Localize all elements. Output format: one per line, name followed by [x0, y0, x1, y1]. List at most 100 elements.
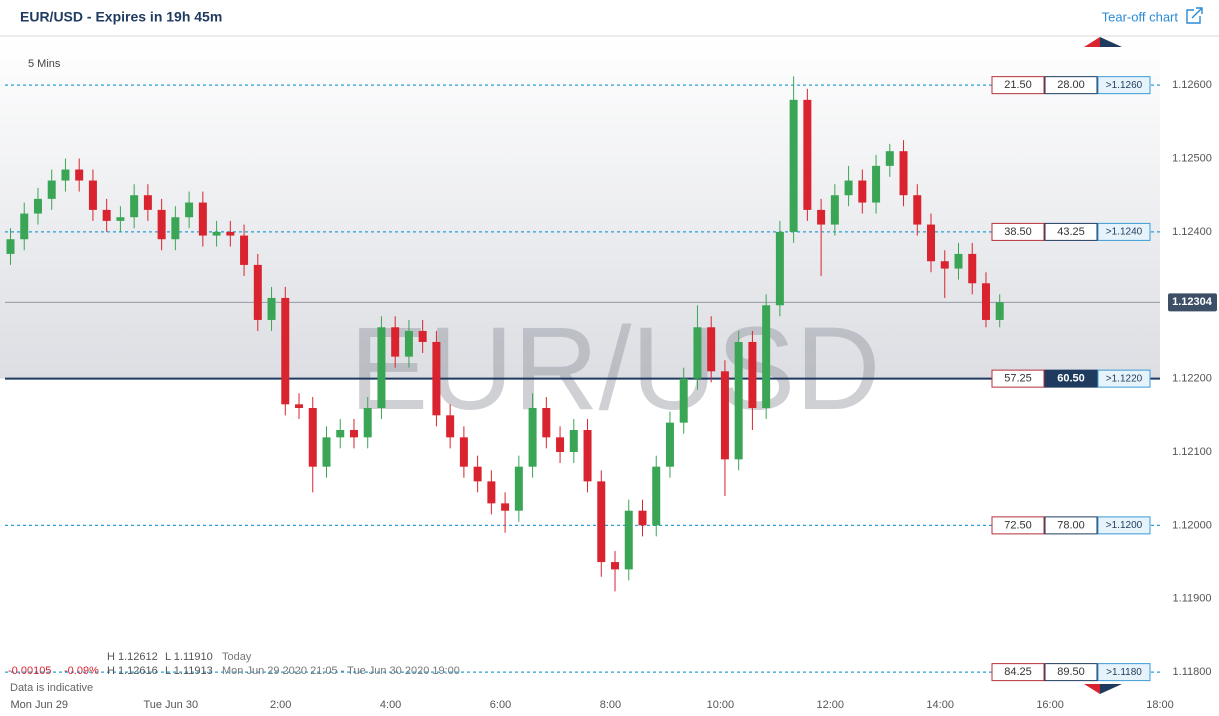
- candle-body: [652, 466, 661, 526]
- candle-body: [597, 481, 606, 563]
- candle-body: [707, 327, 716, 372]
- candle-body: [20, 213, 29, 240]
- sell-price[interactable]: 57.25: [1004, 373, 1032, 385]
- y-tick-label: 1.11800: [1173, 666, 1212, 678]
- y-tick-label: 1.12200: [1172, 373, 1212, 385]
- candle-body: [404, 330, 413, 357]
- candle-body: [418, 330, 427, 342]
- sell-price[interactable]: 84.25: [1004, 666, 1032, 678]
- candle-body: [253, 264, 262, 320]
- buy-price[interactable]: 60.50: [1057, 373, 1085, 385]
- last-price-label: 1.12304: [1172, 296, 1213, 308]
- candle-body: [542, 407, 551, 438]
- sell-box: [991, 369, 1045, 388]
- strike-label[interactable]: >1.1260: [1106, 80, 1143, 91]
- buy-box: [1044, 222, 1098, 241]
- buy-price[interactable]: 28.00: [1057, 79, 1085, 91]
- candle-body: [968, 253, 977, 284]
- sell-price[interactable]: 38.50: [1004, 226, 1032, 238]
- strike-box: [1097, 516, 1151, 535]
- x-tick-label: 18:00: [1146, 699, 1174, 711]
- candle-body: [61, 169, 70, 181]
- candle-body: [679, 378, 688, 423]
- x-tick-label: 14:00: [926, 699, 954, 711]
- y-tick-label: 1.11900: [1173, 593, 1212, 605]
- today-low: L 1.11910: [165, 651, 213, 663]
- candle-body: [102, 209, 111, 221]
- sell-price[interactable]: 72.50: [1004, 519, 1032, 531]
- buy-price[interactable]: 43.25: [1057, 226, 1085, 238]
- today-high: H 1.12612: [107, 651, 158, 663]
- today-label: Today: [222, 651, 252, 663]
- candle-body: [185, 202, 194, 218]
- candle-body: [143, 195, 152, 210]
- candle-body: [927, 224, 936, 262]
- tear-off-link[interactable]: Tear-off chart: [1102, 9, 1179, 24]
- sell-box: [991, 222, 1045, 241]
- y-tick-label: 1.12000: [1172, 519, 1212, 531]
- candle-body: [569, 429, 578, 453]
- x-tick-label: 6:00: [490, 699, 511, 711]
- tear-off-icon[interactable]: [1186, 7, 1203, 24]
- scroll-up-marker[interactable]: [1100, 37, 1122, 47]
- candle-body: [6, 239, 15, 254]
- data-note: Data is indicative: [10, 682, 93, 694]
- buy-box: [1044, 369, 1098, 388]
- candle-body: [130, 195, 139, 218]
- candle-body: [665, 422, 674, 467]
- strike-label[interactable]: >1.1200: [1106, 520, 1143, 531]
- strike-box: [1097, 663, 1151, 682]
- buy-price[interactable]: 78.00: [1057, 519, 1085, 531]
- candles: [6, 76, 1004, 592]
- candle-body: [446, 415, 455, 438]
- strike-box: [1097, 76, 1151, 95]
- x-tick-label: 10:00: [707, 699, 735, 711]
- candle-body: [88, 180, 97, 210]
- sell-box: [991, 516, 1045, 535]
- y-tick-label: 1.12600: [1172, 79, 1212, 91]
- strike-label[interactable]: >1.1240: [1106, 227, 1143, 238]
- strike-box: [1097, 222, 1151, 241]
- sell-box: [991, 663, 1045, 682]
- candle-body: [459, 437, 468, 467]
- candle-body: [226, 231, 235, 236]
- x-tick-label: 4:00: [380, 699, 401, 711]
- candle-body: [47, 180, 56, 199]
- candle-body: [611, 562, 620, 570]
- period-high: H 1.12616: [107, 665, 158, 677]
- candle-body: [267, 297, 276, 320]
- candle-body: [295, 404, 304, 408]
- buy-box: [1044, 76, 1098, 95]
- candle-body: [899, 151, 908, 196]
- candle-body: [720, 371, 729, 460]
- x-tick-label: 8:00: [600, 699, 621, 711]
- scroll-up-marker[interactable]: [1084, 37, 1100, 47]
- candle-body: [830, 195, 839, 225]
- candle-body: [322, 437, 331, 467]
- x-tick-label: 12:00: [816, 699, 844, 711]
- y-tick-label: 1.12400: [1172, 226, 1212, 238]
- candle-body: [473, 466, 482, 482]
- x-tick-label: 2:00: [270, 699, 291, 711]
- candle-body: [803, 99, 812, 210]
- candle-body: [198, 202, 207, 236]
- scroll-down-marker[interactable]: [1084, 684, 1100, 694]
- candle-body: [858, 180, 867, 203]
- scroll-down-marker[interactable]: [1100, 684, 1122, 694]
- sell-price[interactable]: 21.50: [1004, 79, 1032, 91]
- candle-body: [734, 341, 743, 460]
- strike-label[interactable]: >1.1220: [1106, 373, 1143, 384]
- x-tick-label: Tue Jun 30: [143, 699, 198, 711]
- candle-body: [171, 217, 180, 240]
- candle-body: [487, 481, 496, 504]
- candle-body: [583, 429, 592, 482]
- strike-box: [1097, 369, 1151, 388]
- candle-body: [693, 327, 702, 379]
- buy-price[interactable]: 89.50: [1057, 666, 1085, 678]
- candle-body: [75, 169, 84, 181]
- candle-body: [885, 151, 894, 166]
- candle-body: [789, 99, 798, 232]
- last-price-box: [1168, 293, 1217, 312]
- strike-label[interactable]: >1.1180: [1106, 667, 1142, 678]
